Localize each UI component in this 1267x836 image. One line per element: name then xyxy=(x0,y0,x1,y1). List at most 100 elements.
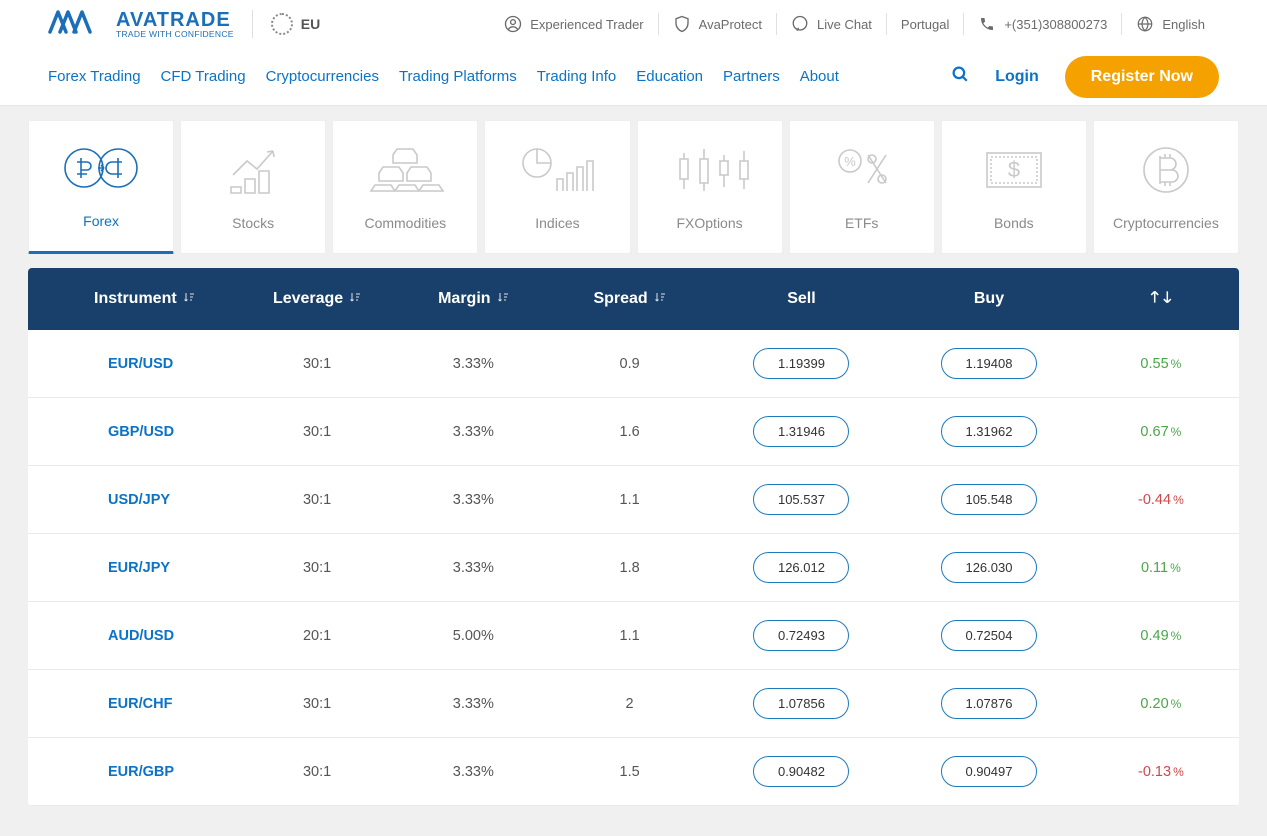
cell-leverage: 30:1 xyxy=(239,696,395,712)
sort-icon xyxy=(497,290,509,308)
cell-instrument[interactable]: GBP/USD xyxy=(28,424,239,440)
nav-trading-platforms[interactable]: Trading Platforms xyxy=(399,68,517,85)
sell-button[interactable]: 1.19399 xyxy=(753,348,849,379)
commodities-icon xyxy=(360,143,450,197)
cell-instrument[interactable]: EUR/USD xyxy=(28,356,239,372)
nav-cfd-trading[interactable]: CFD Trading xyxy=(161,68,246,85)
buy-button[interactable]: 1.31962 xyxy=(941,416,1037,447)
nav-forex-trading[interactable]: Forex Trading xyxy=(48,68,141,85)
cell-margin: 3.33% xyxy=(395,424,551,440)
category-tab-commodities[interactable]: Commodities xyxy=(332,120,478,254)
category-tab-fxoptions[interactable]: FXOptions xyxy=(637,120,783,254)
shield-icon xyxy=(673,15,691,33)
register-button[interactable]: Register Now xyxy=(1065,56,1219,98)
nav-links: Forex Trading CFD Trading Cryptocurrenci… xyxy=(48,68,839,85)
table-row: GBP/USD30:13.33%1.61.319461.319620.67% xyxy=(28,398,1239,466)
nav-partners[interactable]: Partners xyxy=(723,68,780,85)
cell-buy: 0.72504 xyxy=(895,620,1083,651)
cell-change: 0.11% xyxy=(1083,560,1239,576)
content: Forex Stocks Commodities Indices FXOptions%E… xyxy=(0,106,1267,836)
topbar-link-phone[interactable]: +(351)308800273 xyxy=(964,13,1122,35)
th-margin[interactable]: Margin xyxy=(395,290,551,308)
cell-margin: 3.33% xyxy=(395,356,551,372)
category-tab-etfs[interactable]: %ETFs xyxy=(789,120,935,254)
main-nav: Forex Trading CFD Trading Cryptocurrenci… xyxy=(0,48,1267,106)
fxoptions-icon xyxy=(665,143,755,197)
topbar-link-language[interactable]: English xyxy=(1122,13,1219,35)
th-spread[interactable]: Spread xyxy=(551,290,707,308)
cell-margin: 3.33% xyxy=(395,696,551,712)
cell-instrument[interactable]: EUR/CHF xyxy=(28,696,239,712)
nav-cryptocurrencies[interactable]: Cryptocurrencies xyxy=(266,68,379,85)
sell-button[interactable]: 126.012 xyxy=(753,552,849,583)
table-row: AUD/USD20:15.00%1.10.724930.725040.49% xyxy=(28,602,1239,670)
buy-button[interactable]: 126.030 xyxy=(941,552,1037,583)
table-body: EUR/USD30:13.33%0.91.193991.194080.55%GB… xyxy=(28,330,1239,806)
logo-text: AVATRADE TRADE WITH CONFIDENCE xyxy=(116,10,234,39)
th-leverage[interactable]: Leverage xyxy=(239,290,395,308)
sell-button[interactable]: 0.72493 xyxy=(753,620,849,651)
sell-button[interactable]: 105.537 xyxy=(753,484,849,515)
topbar-link-experienced-trader[interactable]: Experienced Trader xyxy=(490,13,658,35)
th-label: Margin xyxy=(438,290,490,308)
bonds-icon: $ xyxy=(969,143,1059,197)
cell-leverage: 20:1 xyxy=(239,628,395,644)
region-label: EU xyxy=(301,16,320,32)
brand-name: AVATRADE xyxy=(116,10,234,30)
brand-tagline: TRADE WITH CONFIDENCE xyxy=(116,30,234,39)
buy-button[interactable]: 105.548 xyxy=(941,484,1037,515)
th-instrument[interactable]: Instrument xyxy=(28,290,239,308)
forex-icon xyxy=(56,141,146,195)
category-tab-label: Stocks xyxy=(232,215,274,231)
sell-button[interactable]: 1.31946 xyxy=(753,416,849,447)
th-label: Spread xyxy=(593,290,647,308)
category-tab-stocks[interactable]: Stocks xyxy=(180,120,326,254)
category-tab-indices[interactable]: Indices xyxy=(484,120,630,254)
buy-button[interactable]: 0.90497 xyxy=(941,756,1037,787)
cell-leverage: 30:1 xyxy=(239,356,395,372)
cell-change: -0.13% xyxy=(1083,764,1239,780)
search-icon[interactable] xyxy=(951,65,969,88)
nav-education[interactable]: Education xyxy=(636,68,703,85)
region-selector[interactable]: EU xyxy=(271,13,320,35)
nav-trading-info[interactable]: Trading Info xyxy=(537,68,617,85)
th-change[interactable] xyxy=(1083,288,1239,311)
sell-button[interactable]: 0.90482 xyxy=(753,756,849,787)
category-tab-bonds[interactable]: $Bonds xyxy=(941,120,1087,254)
cell-instrument[interactable]: AUD/USD xyxy=(28,628,239,644)
th-label: Buy xyxy=(974,290,1004,308)
instruments-table: Instrument Leverage Margin Spread Sell B… xyxy=(28,268,1239,806)
updown-icon xyxy=(1147,288,1175,311)
category-tab-forex[interactable]: Forex xyxy=(28,120,174,254)
login-link[interactable]: Login xyxy=(995,68,1039,86)
cell-spread: 2 xyxy=(551,696,707,712)
globe-icon xyxy=(1136,15,1154,33)
cell-margin: 3.33% xyxy=(395,560,551,576)
cell-change: 0.55% xyxy=(1083,356,1239,372)
cell-buy: 1.31962 xyxy=(895,416,1083,447)
buy-button[interactable]: 0.72504 xyxy=(941,620,1037,651)
category-tab-crypto[interactable]: Cryptocurrencies xyxy=(1093,120,1239,254)
nav-about[interactable]: About xyxy=(800,68,839,85)
indices-icon xyxy=(512,143,602,197)
th-label: Instrument xyxy=(94,290,177,308)
category-tab-label: Indices xyxy=(535,215,579,231)
th-sell: Sell xyxy=(708,290,896,308)
topbar-link-avaprotect[interactable]: AvaProtect xyxy=(659,13,777,35)
topbar-link-country[interactable]: Portugal xyxy=(887,13,964,35)
nav-actions: Login Register Now xyxy=(951,56,1219,98)
buy-button[interactable]: 1.19408 xyxy=(941,348,1037,379)
cell-instrument[interactable]: EUR/JPY xyxy=(28,560,239,576)
svg-text:$: $ xyxy=(1008,157,1020,182)
topbar-link-livechat[interactable]: Live Chat xyxy=(777,13,887,35)
topbar-item-label: Experienced Trader xyxy=(530,17,643,32)
topbar-item-label: AvaProtect xyxy=(699,17,762,32)
sell-button[interactable]: 1.07856 xyxy=(753,688,849,719)
buy-button[interactable]: 1.07876 xyxy=(941,688,1037,719)
cell-sell: 1.19399 xyxy=(708,348,896,379)
cell-instrument[interactable]: USD/JPY xyxy=(28,492,239,508)
cell-instrument[interactable]: EUR/GBP xyxy=(28,764,239,780)
chat-icon xyxy=(791,15,809,33)
category-tab-label: ETFs xyxy=(845,215,878,231)
brand-logo[interactable]: AVATRADE TRADE WITH CONFIDENCE xyxy=(48,10,234,39)
